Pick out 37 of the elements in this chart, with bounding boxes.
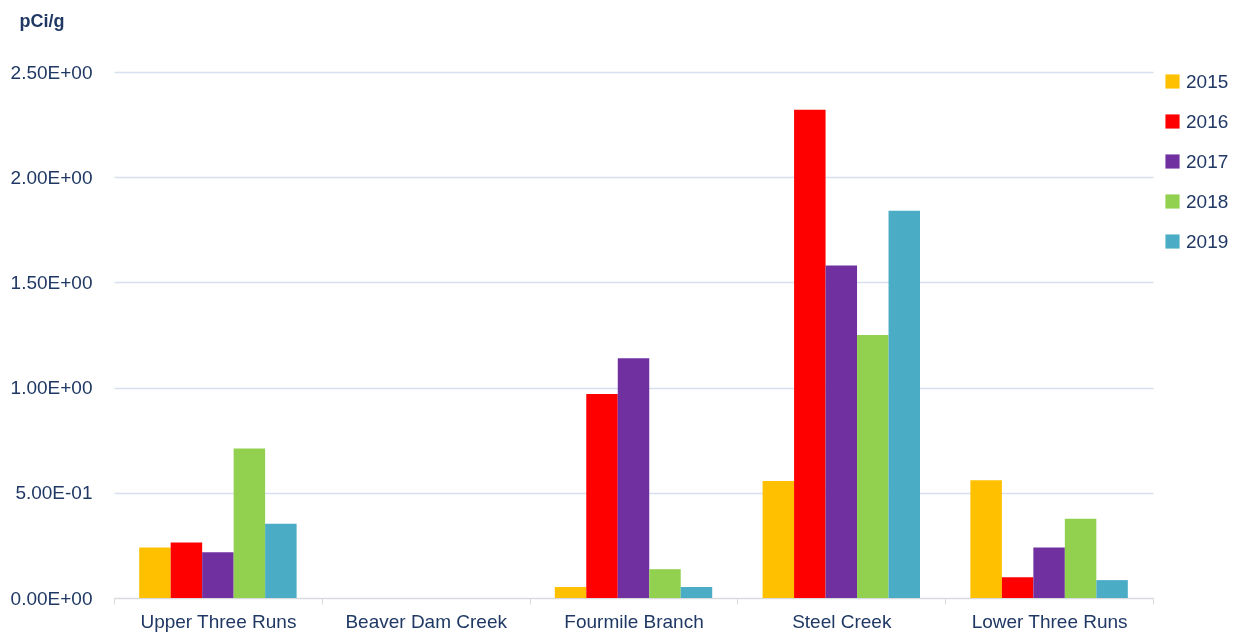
x-tick-label: Fourmile Branch <box>564 610 704 632</box>
legend-label: 2016 <box>1186 110 1229 132</box>
legend-label: 2018 <box>1186 190 1229 212</box>
bar <box>649 569 681 598</box>
bar <box>1001 577 1034 598</box>
bar <box>139 547 171 598</box>
bar <box>617 358 650 598</box>
y-tick-label: 1.00E+00 <box>10 377 93 399</box>
legend-label: 2017 <box>1186 150 1229 172</box>
x-tick-label: Lower Three Runs <box>971 610 1128 632</box>
x-tick-label: Upper Three Runs <box>140 610 297 632</box>
bar <box>554 587 587 598</box>
bar <box>888 210 921 598</box>
bar <box>1096 580 1128 598</box>
y-tick-label: 0.00E+00 <box>10 587 93 609</box>
legend-label: 2019 <box>1186 230 1229 252</box>
legend-label: 2015 <box>1186 70 1229 92</box>
bar <box>202 552 234 598</box>
y-tick-label: 2.50E+00 <box>10 61 93 83</box>
bar <box>170 542 203 598</box>
bar <box>1064 518 1097 598</box>
y-tick-label: 2.00E+00 <box>10 166 93 188</box>
bar <box>586 393 618 598</box>
bar <box>794 109 826 598</box>
y-tick-label: 1.50E+00 <box>10 271 93 293</box>
bar <box>970 480 1002 598</box>
bar <box>233 448 266 598</box>
bar <box>825 265 858 598</box>
bar <box>857 335 889 598</box>
bar <box>265 523 297 598</box>
y-axis-title: pCi/g <box>19 10 65 31</box>
bar <box>680 587 713 598</box>
bar <box>1033 547 1065 598</box>
x-tick-label: Steel Creek <box>792 610 892 632</box>
bar <box>762 481 795 598</box>
y-tick-label: 5.00E-01 <box>15 482 93 504</box>
x-tick-label: Beaver Dam Creek <box>345 610 508 632</box>
